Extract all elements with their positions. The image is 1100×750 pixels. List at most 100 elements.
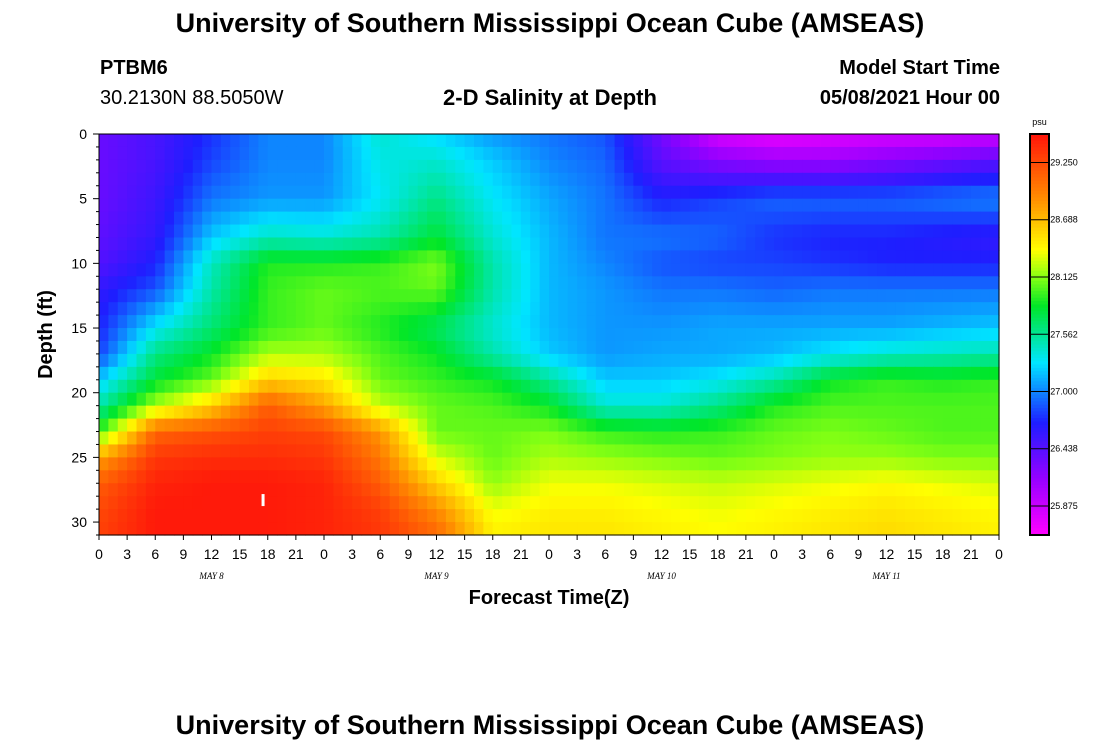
heatmap-cell xyxy=(445,224,456,239)
heatmap-cell xyxy=(436,172,447,187)
heatmap-cell xyxy=(108,328,119,342)
heatmap-cell xyxy=(727,328,738,342)
colorbar-segment xyxy=(1030,144,1049,148)
heatmap-cell xyxy=(314,522,325,536)
heatmap-cell xyxy=(595,289,606,303)
heatmap-cell xyxy=(942,366,953,381)
heatmap-cell xyxy=(520,315,531,329)
heatmap-cell xyxy=(633,340,644,355)
heatmap-cell xyxy=(295,522,306,536)
heatmap-cell xyxy=(314,211,325,226)
heatmap-cell xyxy=(324,405,334,420)
heatmap-cell xyxy=(286,250,297,264)
heatmap-cell xyxy=(624,159,634,174)
heatmap-cell xyxy=(942,302,953,316)
heatmap-cell xyxy=(464,405,475,420)
heatmap-cell xyxy=(408,431,419,446)
heatmap-cell xyxy=(914,263,925,277)
heatmap-cell xyxy=(745,263,756,277)
heatmap-cell xyxy=(558,237,569,252)
heatmap-cell xyxy=(605,444,616,458)
heatmap-cell xyxy=(127,366,138,381)
heatmap-cell xyxy=(286,457,297,471)
colorbar-segment xyxy=(1030,214,1049,219)
x-tick-label: 21 xyxy=(288,546,304,562)
heatmap-cell xyxy=(192,250,203,264)
heatmap-cell xyxy=(595,302,606,316)
heatmap-cell xyxy=(633,353,644,368)
heatmap-cell xyxy=(614,366,625,381)
heatmap-cell xyxy=(802,211,813,226)
heatmap-cell xyxy=(380,237,391,252)
heatmap-cell xyxy=(539,185,550,200)
heatmap-cell xyxy=(455,250,466,264)
colorbar-segment xyxy=(1030,227,1049,232)
heatmap-cell xyxy=(155,483,166,497)
heatmap-cell xyxy=(202,224,213,239)
heatmap-cell xyxy=(624,198,634,213)
heatmap-cell xyxy=(567,509,578,523)
heatmap-cell xyxy=(108,276,119,290)
heatmap-cell xyxy=(830,224,841,239)
heatmap-cell xyxy=(464,340,475,355)
heatmap-cell xyxy=(820,444,831,458)
heatmap-cell xyxy=(830,237,841,252)
heatmap-cell xyxy=(558,315,569,329)
heatmap-cell xyxy=(858,134,869,148)
heatmap-cell xyxy=(127,483,138,497)
heatmap-cell xyxy=(895,379,906,394)
heatmap-cell xyxy=(717,379,728,394)
heatmap-cell xyxy=(661,431,672,446)
heatmap-cell xyxy=(408,392,419,407)
heatmap-cell xyxy=(455,159,466,174)
x-tick-label: 18 xyxy=(935,546,951,562)
heatmap-cell xyxy=(108,366,119,381)
heatmap-cell xyxy=(192,302,203,316)
heatmap-cell xyxy=(99,392,109,407)
heatmap-cell xyxy=(258,134,269,148)
heatmap-cell xyxy=(192,431,203,446)
heatmap-cell xyxy=(155,340,166,355)
heatmap-cell xyxy=(502,315,513,329)
heatmap-cell xyxy=(286,328,297,342)
heatmap-cell xyxy=(642,185,653,200)
heatmap-cell xyxy=(699,237,709,252)
heatmap-cell xyxy=(708,315,719,329)
heatmap-cell xyxy=(539,315,550,329)
heatmap-cell xyxy=(586,353,597,368)
heatmap-cell xyxy=(577,483,588,497)
heatmap-cell xyxy=(961,470,972,484)
heatmap-cell xyxy=(352,185,363,200)
heatmap-cell xyxy=(952,418,963,433)
heatmap-cell xyxy=(586,509,597,523)
heatmap-cell xyxy=(717,418,728,433)
heatmap-cell xyxy=(230,431,241,446)
heatmap-cell xyxy=(483,159,494,174)
heatmap-cell xyxy=(830,198,841,213)
heatmap-cell xyxy=(567,211,578,226)
heatmap-cell xyxy=(680,302,691,316)
heatmap-cell xyxy=(792,418,803,433)
heatmap-cell xyxy=(952,289,963,303)
heatmap-cell xyxy=(380,405,391,420)
heatmap-cell xyxy=(624,263,634,277)
heatmap-cell xyxy=(952,522,963,536)
heatmap-cell xyxy=(474,405,484,420)
heatmap-cell xyxy=(895,496,906,510)
heatmap-cell xyxy=(239,237,250,252)
heatmap-cell xyxy=(455,366,466,381)
heatmap-cell xyxy=(220,444,231,458)
heatmap-cell xyxy=(605,172,616,187)
heatmap-cell xyxy=(820,224,831,239)
heatmap-cell xyxy=(211,379,222,394)
heatmap-cell xyxy=(380,470,391,484)
heatmap-cell xyxy=(464,418,475,433)
heatmap-cell xyxy=(305,522,316,536)
heatmap-cell xyxy=(989,457,1000,471)
heatmap-cell xyxy=(783,263,794,277)
heatmap-cell xyxy=(492,366,503,381)
heatmap-cell xyxy=(164,483,175,497)
heatmap-cell xyxy=(211,146,222,161)
heatmap-cell xyxy=(558,353,569,368)
heatmap-cell xyxy=(155,211,166,226)
